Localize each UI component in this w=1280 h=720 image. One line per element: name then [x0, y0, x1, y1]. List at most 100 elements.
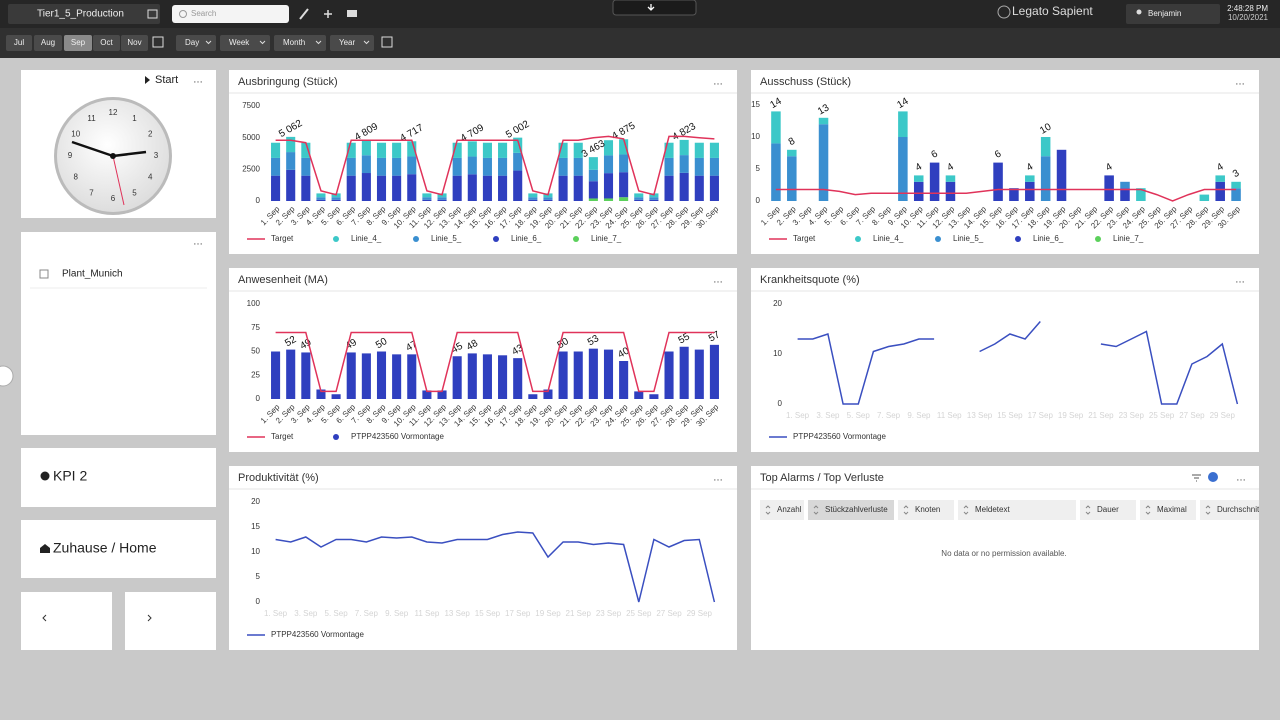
column-header[interactable] [1080, 500, 1136, 520]
column-label[interactable]: Anzahl [777, 505, 802, 514]
calendar-icon[interactable] [381, 36, 393, 48]
period-dropdown[interactable] [176, 35, 216, 51]
bar [346, 175, 356, 201]
kpi-widget[interactable] [21, 448, 216, 507]
bar [376, 157, 387, 176]
legend-label[interactable]: Linie_5_ [953, 234, 984, 243]
collapse-handle[interactable] [612, 0, 697, 16]
legend-label[interactable]: Linie_4_ [351, 234, 382, 243]
month-label[interactable]: Aug [41, 38, 55, 47]
kpi-label[interactable]: KPI 2 [53, 468, 87, 484]
legend-label[interactable]: Linie_6_ [511, 234, 542, 243]
x-tick-label: 9. Sep [907, 411, 931, 420]
legend-label[interactable]: Linie_5_ [431, 234, 462, 243]
plant-checkbox[interactable] [39, 269, 49, 279]
period-label[interactable]: Week [229, 38, 250, 47]
column-label[interactable]: Dauer [1097, 505, 1119, 514]
month-button[interactable] [121, 35, 148, 51]
legend-label[interactable]: Target [271, 432, 294, 441]
period-dropdown[interactable] [330, 35, 374, 51]
widget-menu[interactable]: … [193, 75, 203, 86]
copy-icon[interactable] [147, 9, 158, 19]
panel-menu[interactable]: … [713, 473, 723, 484]
column-label[interactable]: Stückzahlverluste [825, 505, 888, 514]
column-header[interactable] [1200, 500, 1268, 520]
column-label[interactable]: Maximal [1157, 505, 1187, 514]
prev-button[interactable] [21, 592, 112, 650]
column-label[interactable]: Durchschnitt [1217, 505, 1262, 514]
data-label: 6 [993, 148, 1004, 161]
legend-label[interactable]: Target [793, 234, 816, 243]
filter-icon[interactable] [1192, 474, 1201, 482]
month-label[interactable]: Nov [127, 38, 141, 47]
panel-menu[interactable]: … [713, 77, 723, 88]
bar [498, 157, 508, 176]
legend-label[interactable]: Linie_4_ [873, 234, 904, 243]
clock-date: 10/20/2021 [1228, 13, 1269, 22]
legend-label[interactable]: PTPP423560 Vormontage [271, 630, 365, 639]
clock-center [110, 153, 116, 159]
legend-label[interactable]: Linie_7_ [591, 234, 622, 243]
bar [316, 197, 326, 200]
column-header[interactable] [1140, 500, 1196, 520]
column-label[interactable]: Knoten [915, 505, 940, 514]
x-tick-label: 3. Sep [816, 411, 840, 420]
next-button[interactable] [125, 592, 216, 650]
home-widget[interactable] [21, 520, 216, 578]
side-toggle[interactable] [0, 365, 14, 387]
bar [1231, 188, 1241, 201]
bar [913, 175, 924, 182]
period-dropdown[interactable] [220, 35, 270, 51]
month-label[interactable]: Sep [71, 38, 86, 47]
period-label[interactable]: Month [283, 38, 305, 47]
month-button[interactable] [64, 35, 92, 51]
search-box[interactable] [172, 5, 289, 23]
home-label[interactable]: Zuhause / Home [53, 540, 157, 556]
period-dropdown[interactable] [274, 35, 326, 51]
legend-label[interactable]: Target [271, 234, 294, 243]
month-button[interactable] [93, 35, 120, 51]
column-header[interactable] [898, 500, 954, 520]
legend-label[interactable]: PTPP423560 Vormontage [351, 432, 445, 441]
panel-menu[interactable]: … [1235, 275, 1245, 286]
legend-swatch [333, 236, 339, 242]
x-tick-label: 13 Sep [967, 411, 993, 420]
legend-label[interactable]: PTPP423560 Vormontage [793, 432, 887, 441]
clock-number: 7 [89, 188, 94, 197]
bar [346, 352, 356, 399]
edit-icon[interactable] [299, 8, 309, 20]
month-button[interactable] [34, 35, 62, 51]
column-header[interactable] [958, 500, 1076, 520]
sort-icon [1205, 505, 1211, 515]
legend-label[interactable]: Linie_6_ [1033, 234, 1064, 243]
panel-menu[interactable]: … [713, 275, 723, 286]
print-icon[interactable] [347, 10, 357, 17]
legend-label[interactable]: Linie_7_ [1113, 234, 1144, 243]
user-menu[interactable] [1126, 4, 1220, 24]
info-icon[interactable] [1208, 472, 1218, 482]
period-label[interactable]: Year [339, 38, 356, 47]
sort-icon [963, 505, 969, 515]
add-icon[interactable] [324, 10, 332, 18]
x-tick-label: 25 Sep [626, 609, 652, 618]
bar [1199, 194, 1210, 201]
month-label[interactable]: Jul [14, 38, 24, 47]
widget-menu[interactable]: … [193, 237, 203, 248]
column-label[interactable]: Meldetext [975, 505, 1010, 514]
clock-title[interactable]: Start [155, 74, 178, 86]
month-label[interactable]: Oct [100, 38, 113, 47]
column-header[interactable] [808, 500, 894, 520]
y-tick-label: 0 [256, 597, 261, 606]
column-header[interactable] [760, 500, 804, 520]
plant-name[interactable]: Plant_Munich [62, 269, 123, 280]
panel-menu[interactable]: … [1236, 473, 1246, 484]
calendar-icon[interactable] [152, 36, 164, 48]
month-button[interactable] [6, 35, 32, 51]
play-icon[interactable] [145, 76, 150, 84]
brand-logo [997, 5, 1011, 19]
panel-menu[interactable]: … [1235, 77, 1245, 88]
period-label[interactable]: Day [185, 38, 199, 47]
y-tick-label: 100 [247, 299, 261, 308]
dashboard-selector[interactable] [8, 4, 160, 24]
line-series [275, 531, 716, 603]
